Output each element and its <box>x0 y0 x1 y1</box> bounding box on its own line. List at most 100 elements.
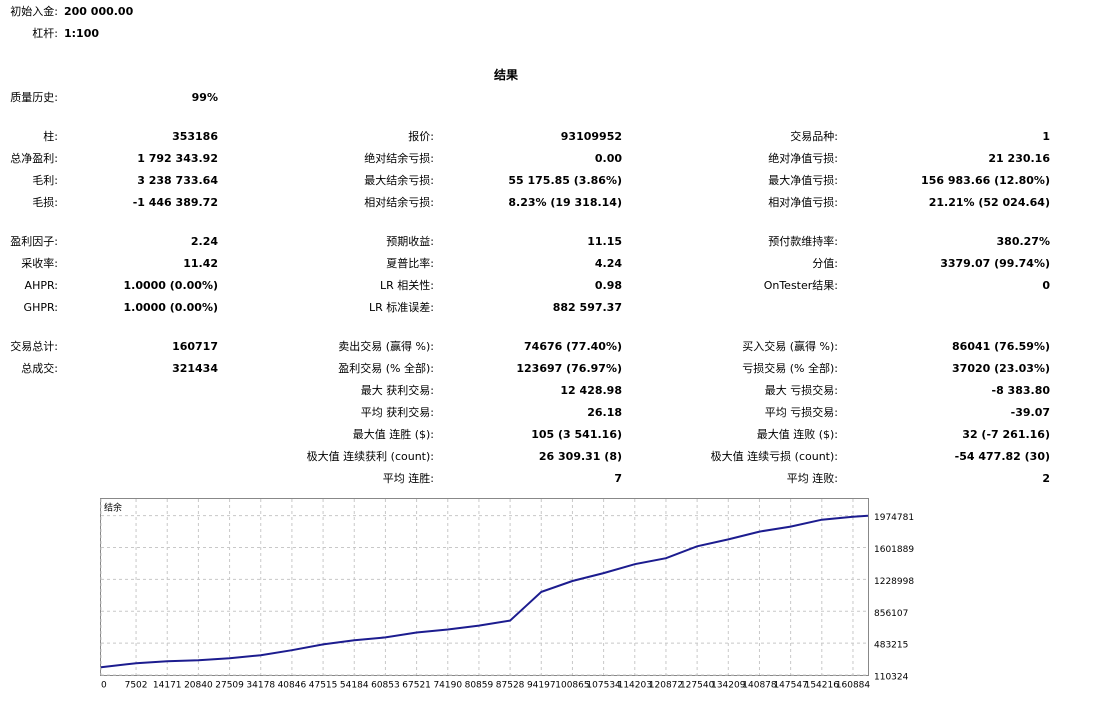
field-label: 平均 获利交易: <box>360 406 434 419</box>
field-label: 绝对净值亏损: <box>768 152 838 165</box>
field-label: 总净盈利: <box>10 152 58 165</box>
field-label: 总成交: <box>21 362 58 375</box>
field-label: 最大值 连败 ($): <box>756 428 838 441</box>
x-tick-label: 100865 <box>555 681 589 691</box>
field-label: 最大 亏损交易: <box>764 384 838 397</box>
x-tick-label: 127540 <box>680 681 715 691</box>
x-tick-label: 140878 <box>742 681 777 691</box>
field-label: LR 标准误差: <box>369 301 434 314</box>
balance-line <box>100 514 869 669</box>
field-label: LR 相关性: <box>380 279 434 292</box>
x-tick-label: 94197 <box>527 681 556 691</box>
field-value: 21.21% (52 024.64) <box>928 196 1050 209</box>
field-label: 亏损交易 (% 全部): <box>742 362 838 375</box>
field-value: 123697 (76.97%) <box>516 362 622 375</box>
field-label: GHPR: <box>23 301 58 314</box>
field-label: 交易品种: <box>790 130 838 143</box>
field-label: 相对净值亏损: <box>768 196 838 209</box>
field-label: AHPR: <box>24 279 58 292</box>
x-tick-label: 80859 <box>465 681 494 691</box>
x-tick-label: 107534 <box>586 681 621 691</box>
y-tick-label: 1601889 <box>874 545 914 555</box>
field-value: 8.23% (19 318.14) <box>508 196 622 209</box>
field-value: 0 <box>1042 279 1050 292</box>
field-value: 0.98 <box>594 279 622 292</box>
field-label: 初始入金: <box>10 5 58 18</box>
field-label: 毛利: <box>32 174 58 187</box>
field-value: -54 477.82 (30) <box>954 450 1050 463</box>
field-value: 353186 <box>172 130 218 143</box>
field-label: 平均 亏损交易: <box>764 406 838 419</box>
plot-frame <box>100 498 869 676</box>
x-tick-label: 27509 <box>215 681 244 691</box>
y-tick-label: 1228998 <box>874 577 914 587</box>
x-tick-label: 154216 <box>805 681 840 691</box>
field-label: 预期收益: <box>386 235 434 248</box>
field-value: 2 <box>1042 472 1050 485</box>
field-label: 最大值 连胜 ($): <box>352 428 434 441</box>
field-label: 柱: <box>43 130 58 143</box>
x-tick-label: 74190 <box>433 681 462 691</box>
field-label: 预付款维持率: <box>768 235 838 248</box>
field-value: 1.0000 (0.00%) <box>123 279 219 292</box>
x-tick-label: 34178 <box>246 681 275 691</box>
field-value: 26 309.31 (8) <box>538 450 622 463</box>
field-label: 最大净值亏损: <box>768 174 838 187</box>
field-label: 极大值 连续亏损 (count): <box>710 450 838 463</box>
field-label: 相对结余亏损: <box>364 196 434 209</box>
field-label: 最大结余亏损: <box>364 174 434 187</box>
field-label: 盈利交易 (% 全部): <box>338 362 434 375</box>
field-label: 平均 连败: <box>786 472 838 485</box>
field-value: 26.18 <box>587 406 622 419</box>
field-value: 882 597.37 <box>552 301 622 314</box>
field-value: 1.0000 (0.00%) <box>123 301 219 314</box>
x-tick-label: 7502 <box>125 681 148 691</box>
field-label: 平均 连胜: <box>382 472 434 485</box>
x-tick-label: 47515 <box>309 681 338 691</box>
x-tick-label: 67521 <box>402 681 431 691</box>
y-tick-label: 1974781 <box>874 513 914 523</box>
field-label: 盈利因子: <box>10 235 58 248</box>
field-value: 32 (-7 261.16) <box>962 428 1050 441</box>
y-tick-label: 856107 <box>874 609 908 619</box>
x-tick-label: 120872 <box>649 681 683 691</box>
field-value: 105 (3 541.16) <box>531 428 622 441</box>
x-tick-label: 40846 <box>278 681 307 691</box>
x-tick-label: 20840 <box>184 681 213 691</box>
field-value: 0.00 <box>594 152 622 165</box>
field-value: 156 983.66 (12.80%) <box>921 174 1050 187</box>
field-value: 321434 <box>172 362 218 375</box>
field-value: 160717 <box>172 340 218 353</box>
field-label: 夏普比率: <box>386 257 434 270</box>
field-value: 7 <box>614 472 622 485</box>
field-value: 200 000.00 <box>64 5 134 18</box>
field-label: 极大值 连续获利 (count): <box>306 450 434 463</box>
field-value: -1 446 389.72 <box>132 196 218 209</box>
field-label: 毛损: <box>32 196 58 209</box>
field-value: -8 383.80 <box>991 384 1051 397</box>
field-value: -39.07 <box>1010 406 1050 419</box>
x-tick-label: 60853 <box>371 681 400 691</box>
field-value: 12 428.98 <box>560 384 622 397</box>
legend-label: 结余 <box>104 502 122 514</box>
y-tick-label: 483215 <box>874 641 908 651</box>
field-value: 21 230.16 <box>988 152 1050 165</box>
field-value: 4.24 <box>594 257 622 270</box>
field-label: OnTester结果: <box>763 279 838 292</box>
field-label: 卖出交易 (赢得 %): <box>338 340 434 353</box>
x-tick-label: 14171 <box>153 681 182 691</box>
field-value: 1 792 343.92 <box>137 152 218 165</box>
field-value: 37020 (23.03%) <box>952 362 1050 375</box>
field-value: 93109952 <box>560 130 622 143</box>
x-tick-label: 87528 <box>496 681 525 691</box>
field-value: 11.15 <box>587 235 622 248</box>
x-tick-label: 160884 <box>836 681 871 691</box>
field-value: 74676 (77.40%) <box>524 340 622 353</box>
field-label: 绝对结余亏损: <box>364 152 434 165</box>
field-label: 采收率: <box>21 257 58 270</box>
field-label: 买入交易 (赢得 %): <box>742 340 838 353</box>
field-value: 1:100 <box>64 27 100 40</box>
field-value: 3 238 733.64 <box>137 174 218 187</box>
